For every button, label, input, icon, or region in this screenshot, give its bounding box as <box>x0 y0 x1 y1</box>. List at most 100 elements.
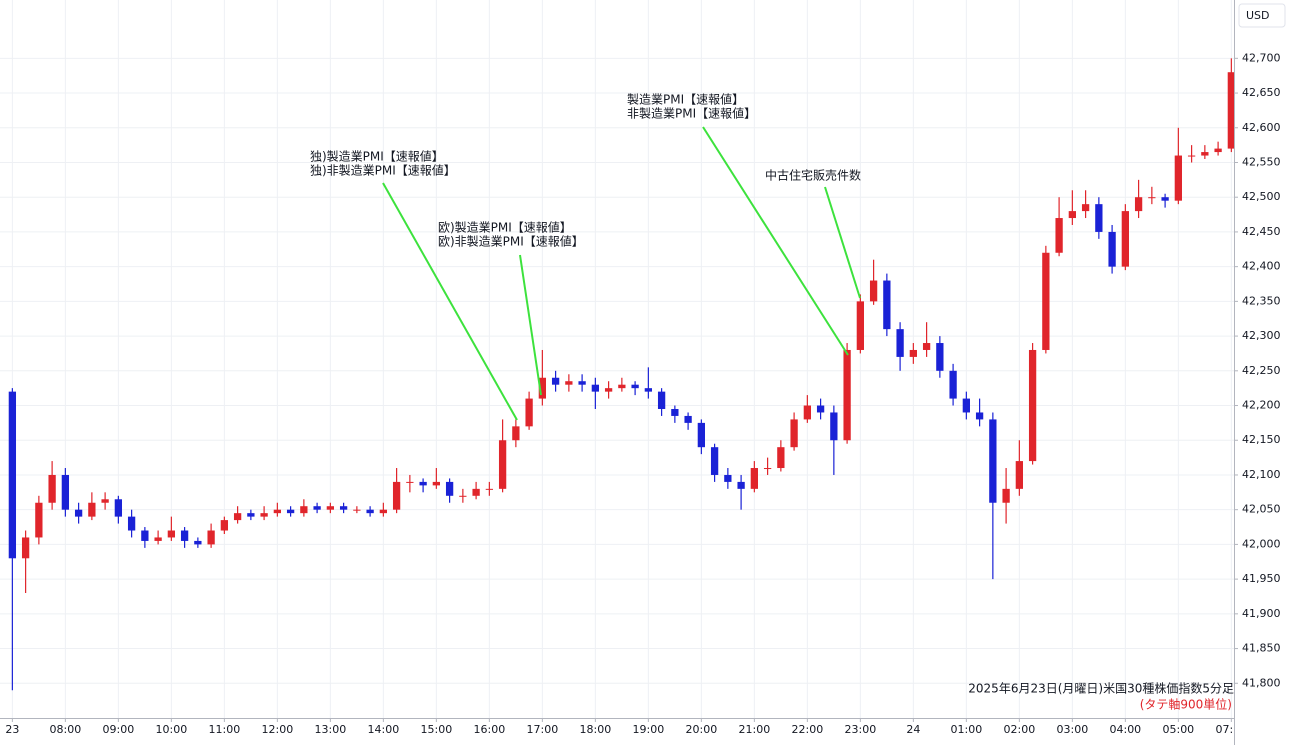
candle-body <box>127 516 136 531</box>
annotation: 製造業PMI【速報値】 <box>627 92 744 107</box>
candle-body <box>233 513 242 521</box>
candle-body <box>909 349 917 357</box>
annotation: 独)製造業PMI【速報値】 <box>310 149 444 164</box>
candle-body <box>551 377 560 385</box>
x-tick-label: 02:00 <box>1004 723 1036 736</box>
candle-body <box>286 509 295 514</box>
candle-body <box>472 488 480 496</box>
candle-body <box>737 481 745 489</box>
currency: USD <box>1246 9 1270 22</box>
candle-body <box>8 391 17 559</box>
x-tick-label: 14:00 <box>368 723 400 736</box>
candle-body <box>962 398 970 413</box>
x-tick-label: 09:00 <box>103 723 135 736</box>
candle-body <box>88 502 96 517</box>
y-tick-label: 41,950 <box>1242 572 1281 585</box>
candle-body <box>803 405 811 420</box>
candle-body <box>485 488 494 490</box>
y-tick-label: 42,300 <box>1242 329 1281 342</box>
candle-body <box>326 506 335 510</box>
x-tick-label: 08:00 <box>50 723 82 736</box>
candle-body <box>816 405 825 413</box>
candle-body <box>604 388 613 392</box>
candle-body <box>1002 488 1010 503</box>
candle-body <box>220 520 229 531</box>
candle-body <box>180 530 189 541</box>
pointer <box>519 254 542 396</box>
x-tick-label: 21:00 <box>739 723 771 736</box>
annotation: 独)非製造業PMI【速報値】 <box>310 163 456 178</box>
y-tick-label: 42,550 <box>1242 155 1281 168</box>
annotation: 中古住宅販売件数 <box>765 168 861 183</box>
grid <box>0 0 1234 718</box>
y-tick-label: 42,250 <box>1242 364 1281 377</box>
caption: 2025年6月23日(月曜日)米国30種株価指数5分足 <box>968 681 1234 696</box>
candle-body <box>353 509 361 511</box>
candle-body <box>392 481 401 510</box>
candle-body <box>74 509 83 517</box>
candle-body <box>750 468 759 489</box>
annotation: 欧)非製造業PMI【速報値】 <box>438 234 584 249</box>
candle-body <box>538 377 547 399</box>
y-tick-label: 42,700 <box>1242 51 1281 64</box>
x-tick-label: 19:00 <box>633 723 665 736</box>
candle-body <box>194 540 202 545</box>
annotation: 欧)製造業PMI【速報値】 <box>438 220 572 235</box>
y-tick-label: 41,850 <box>1242 642 1281 655</box>
candle-body <box>724 474 732 482</box>
candle-body <box>578 381 586 385</box>
x-tick-label: 01:00 <box>951 723 983 736</box>
candle-body <box>101 499 109 503</box>
candle-body <box>419 481 427 486</box>
y-tick-label: 42,500 <box>1242 190 1281 203</box>
candle-body <box>989 419 997 503</box>
candle-body <box>339 506 348 510</box>
candle-body <box>379 509 388 514</box>
candle-body <box>247 513 255 517</box>
y-tick-label: 42,100 <box>1242 468 1281 481</box>
candle-body <box>631 384 639 389</box>
candle-body <box>406 481 414 483</box>
y-tick-label: 41,900 <box>1242 607 1281 620</box>
y-tick-label: 42,400 <box>1242 260 1281 273</box>
x-tick-label: 20:00 <box>686 723 718 736</box>
candle-body <box>1042 252 1050 350</box>
y-tick-label: 41,800 <box>1242 676 1281 689</box>
x-tick-label: 12:00 <box>262 723 294 736</box>
candle-body <box>591 384 600 392</box>
candle-body <box>777 447 785 469</box>
x-tick-label: 16:00 <box>474 723 506 736</box>
currency-box[interactable] <box>1238 3 1286 28</box>
pointer <box>824 186 861 299</box>
pointer <box>382 182 518 421</box>
y-tick-label: 42,050 <box>1242 503 1281 516</box>
x-tick-label: 04:00 <box>1109 723 1141 736</box>
y-tick-label: 42,600 <box>1242 121 1281 134</box>
y-tick-label: 42,650 <box>1242 86 1281 99</box>
candle-body <box>512 426 520 441</box>
candle-body <box>154 537 162 541</box>
candle-body <box>697 422 706 448</box>
candle-body <box>498 440 507 489</box>
candle-body <box>1068 211 1076 219</box>
candle-body <box>657 391 666 409</box>
candles <box>8 58 1234 691</box>
candle-body <box>48 474 56 503</box>
candle-body <box>432 481 441 486</box>
y-tick-label: 42,150 <box>1242 433 1281 446</box>
candle-body <box>830 412 838 441</box>
candle-body <box>141 530 149 541</box>
candle-body <box>313 506 321 510</box>
candle-body <box>896 329 904 357</box>
note: (タテ軸900単位) <box>1140 697 1232 712</box>
candle-body <box>710 447 719 475</box>
candle-body <box>300 506 308 514</box>
annotation: 非製造業PMI【速報値】 <box>627 106 756 121</box>
candle-body <box>35 502 43 538</box>
candle-body <box>114 499 123 517</box>
x-tick-label: 15:00 <box>421 723 453 736</box>
candle-body <box>273 509 282 514</box>
x-tick-label: 23:00 <box>845 723 877 736</box>
candle-body <box>843 349 851 441</box>
